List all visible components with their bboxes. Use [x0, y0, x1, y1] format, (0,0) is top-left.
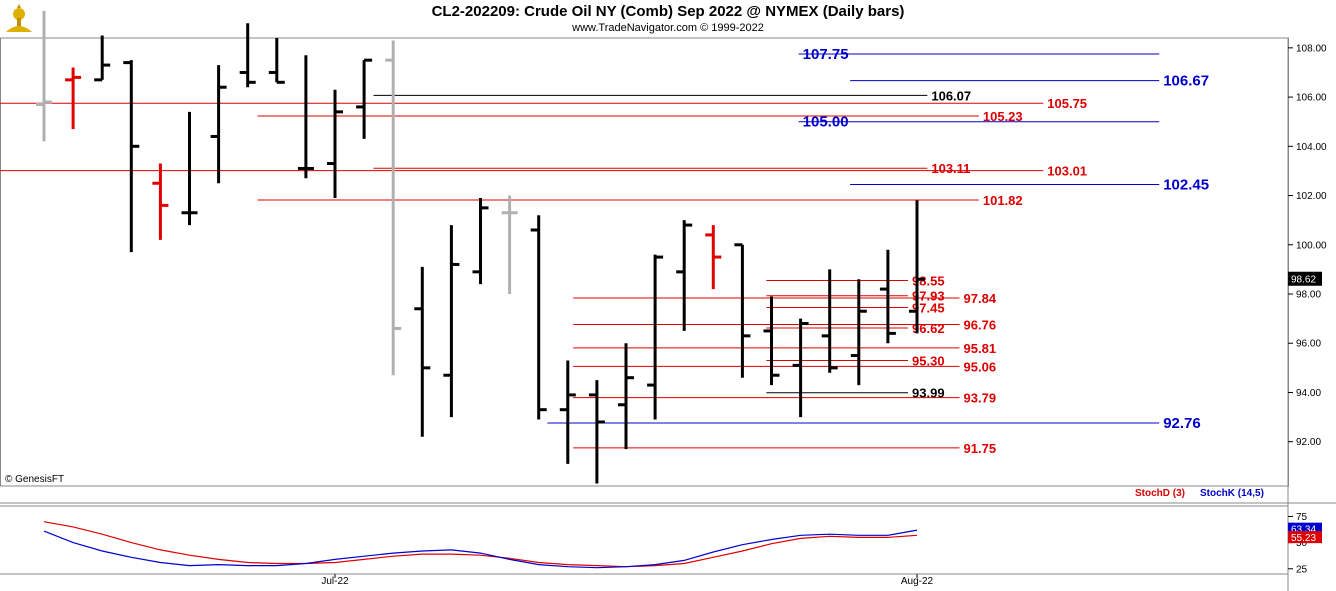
- copyright-label: © GenesisFT: [5, 474, 65, 485]
- level-label: 98.55: [912, 273, 945, 288]
- level-label: 95.30: [912, 353, 945, 368]
- level-label: 97.93: [912, 289, 945, 304]
- x-tick-label: Jul-22: [321, 576, 349, 587]
- y-tick-label: 96.00: [1296, 339, 1321, 350]
- stoch-y-tick-label: 50: [1296, 538, 1308, 549]
- legend-stochk: StochK (14,5): [1200, 488, 1264, 499]
- price-panel-frame: [0, 37, 1289, 487]
- stochd-value-box: [1288, 531, 1322, 544]
- y-tick-label: 102.00: [1296, 191, 1327, 202]
- level-label: 96.76: [964, 318, 997, 333]
- y-tick-label: 108.00: [1296, 43, 1327, 54]
- level-label: 92.76: [1163, 415, 1201, 432]
- level-label: 107.75: [803, 46, 849, 63]
- level-label: 97.84: [964, 291, 997, 306]
- last-price-box: [1288, 271, 1322, 286]
- level-label: 105.75: [1047, 96, 1087, 111]
- level-label: 103.01: [1047, 164, 1087, 179]
- level-label: 93.79: [964, 391, 997, 406]
- y-tick-label: 104.00: [1296, 142, 1327, 153]
- level-label: 96.62: [912, 321, 945, 336]
- level-label: 103.11: [931, 161, 970, 176]
- level-label: 91.75: [964, 441, 997, 456]
- level-label: 101.82: [983, 193, 1023, 208]
- stoch-y-tick-label: 75: [1296, 512, 1308, 523]
- level-label: 93.99: [912, 386, 945, 401]
- last-price-label: 98.62: [1291, 275, 1316, 286]
- chart-subtitle: www.TradeNavigator.com © 1999-2022: [572, 22, 764, 34]
- stochd-line: [43, 521, 918, 568]
- level-label: 106.67: [1163, 73, 1209, 90]
- y-tick-label: 98.00: [1296, 290, 1321, 301]
- stochd-value-label: 55.23: [1291, 533, 1316, 544]
- stochk-value-label: 63.34: [1291, 525, 1316, 536]
- level-label: 95.81: [964, 341, 997, 356]
- y-tick-label: 100.00: [1296, 240, 1327, 251]
- level-label: 102.45: [1163, 176, 1209, 193]
- y-tick-label: 92.00: [1296, 437, 1321, 448]
- chart-title: CL2-202209: Crude Oil NY (Comb) Sep 2022…: [431, 3, 905, 20]
- level-label: 97.45: [912, 301, 945, 316]
- stoch-y-tick-label: 25: [1296, 564, 1308, 575]
- level-label: 105.23: [983, 109, 1023, 124]
- level-label: 95.06: [964, 359, 997, 374]
- stochk-line: [43, 529, 918, 569]
- legend-stochd: StochD (3): [1135, 488, 1185, 499]
- y-tick-label: 106.00: [1296, 93, 1327, 104]
- y-tick-label: 94.00: [1296, 388, 1321, 399]
- genesis-logo-icon: [2, 2, 36, 36]
- x-tick-label: Aug-22: [901, 576, 934, 587]
- level-label: 106.07: [931, 88, 971, 103]
- level-label: 105.00: [803, 114, 849, 131]
